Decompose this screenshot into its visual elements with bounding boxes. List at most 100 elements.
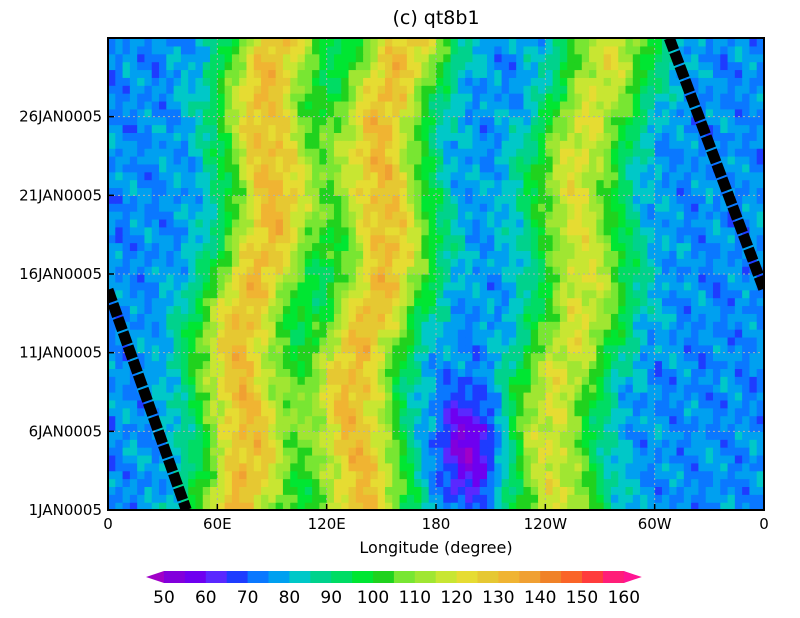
- field-cell: [676, 454, 685, 464]
- field-cell: [742, 100, 751, 110]
- field-cell: [319, 447, 328, 456]
- field-cell: [450, 384, 459, 393]
- field-cell: [122, 486, 131, 495]
- field-cell: [261, 470, 269, 480]
- field-cell: [676, 124, 685, 133]
- field-cell: [151, 470, 160, 480]
- field-cell: [465, 447, 474, 456]
- field-cell: [333, 226, 342, 236]
- field-cell: [501, 242, 510, 251]
- field-cell: [217, 376, 226, 385]
- field-cell: [348, 140, 357, 149]
- field-cell: [603, 85, 612, 94]
- field-cell: [683, 132, 692, 141]
- field-cell: [647, 289, 656, 299]
- field-cell: [676, 187, 685, 196]
- field-cell: [129, 211, 138, 220]
- field-cell: [261, 77, 269, 86]
- field-cell: [647, 478, 656, 487]
- field-cell: [122, 124, 131, 133]
- field-cell: [151, 156, 160, 165]
- field-cell: [217, 352, 226, 362]
- field-cell: [268, 93, 277, 102]
- field-cell: [370, 258, 379, 267]
- field-cell: [129, 478, 138, 487]
- field-cell: [559, 305, 568, 314]
- field-cell: [545, 376, 554, 385]
- field-cell: [392, 407, 401, 417]
- field-cell: [487, 132, 495, 141]
- field-cell: [487, 336, 495, 346]
- field-cell: [545, 384, 554, 393]
- field-cell: [749, 77, 758, 86]
- field-cell: [443, 447, 452, 456]
- field-cell: [370, 494, 379, 503]
- field-cell: [436, 281, 444, 291]
- field-cell: [304, 454, 313, 464]
- field-cell: [552, 344, 561, 354]
- field-cell: [414, 242, 423, 251]
- field-cell: [188, 399, 197, 409]
- field-cell: [406, 250, 415, 259]
- field-cell: [217, 171, 226, 181]
- field-cell: [421, 69, 430, 78]
- field-cell: [610, 108, 619, 118]
- field-cell: [443, 360, 452, 369]
- field-cell: [596, 399, 605, 409]
- field-cell: [465, 77, 474, 86]
- field-cell: [443, 281, 452, 291]
- field-cell: [195, 297, 204, 307]
- field-cell: [122, 454, 131, 464]
- field-cell: [479, 108, 488, 118]
- field-cell: [253, 69, 262, 78]
- field-cell: [691, 486, 699, 495]
- field-cell: [508, 423, 517, 432]
- field-cell: [720, 297, 729, 307]
- field-cell: [239, 100, 248, 110]
- field-cell: [195, 439, 204, 448]
- field-cell: [501, 93, 510, 102]
- field-cell: [661, 234, 670, 244]
- field-cell: [727, 447, 736, 456]
- field-cell: [727, 218, 736, 228]
- field-cell: [180, 423, 189, 432]
- field-cell: [312, 384, 320, 393]
- field-cell: [669, 336, 678, 346]
- field-cell: [377, 148, 386, 157]
- field-cell: [355, 352, 364, 362]
- field-cell: [589, 392, 597, 401]
- field-cell: [538, 321, 546, 330]
- field-cell: [691, 266, 699, 275]
- field-cell: [516, 116, 525, 126]
- field-cell: [508, 281, 517, 291]
- field-cell: [465, 297, 474, 307]
- field-cell: [691, 336, 699, 346]
- field-cell: [137, 218, 146, 228]
- field-cell: [465, 226, 474, 236]
- field-cell: [712, 313, 721, 322]
- field-cell: [122, 376, 131, 385]
- field-cell: [173, 384, 182, 393]
- field-cell: [370, 234, 379, 244]
- field-cell: [363, 297, 371, 307]
- field-cell: [268, 195, 277, 204]
- field-cell: [159, 336, 167, 346]
- field-cell: [596, 462, 605, 472]
- field-cell: [217, 313, 226, 322]
- field-cell: [319, 266, 328, 275]
- field-cell: [727, 431, 736, 440]
- field-cell: [545, 156, 554, 165]
- field-cell: [428, 478, 437, 487]
- field-cell: [363, 439, 371, 448]
- field-cell: [268, 69, 277, 78]
- field-cell: [341, 203, 350, 212]
- field-cell: [589, 439, 597, 448]
- field-cell: [129, 274, 138, 283]
- field-cell: [610, 454, 619, 464]
- field-cell: [756, 462, 764, 472]
- field-cell: [596, 305, 605, 314]
- field-cell: [210, 203, 218, 212]
- field-cell: [516, 218, 525, 228]
- field-cell: [705, 100, 714, 110]
- field-cell: [436, 360, 444, 369]
